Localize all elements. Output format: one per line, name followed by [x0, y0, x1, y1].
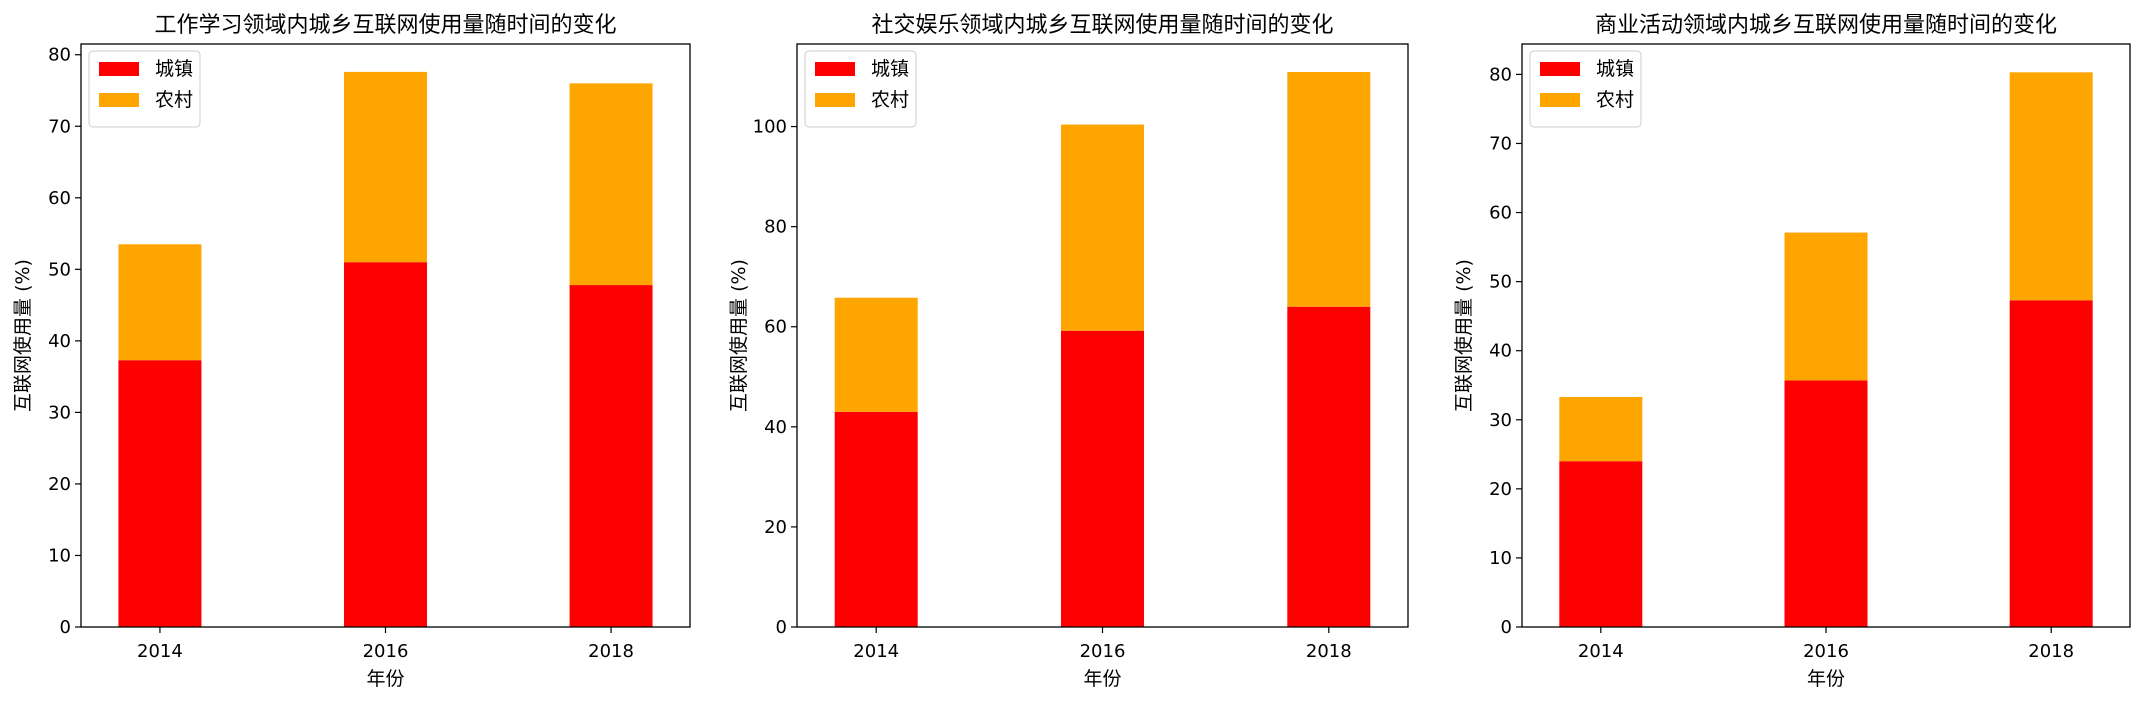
x-tick-label: 2014 [1578, 641, 1624, 662]
y-tick-label: 60 [1489, 203, 1512, 224]
chart-title: 工作学习领域内城乡互联网使用量随时间的变化 [154, 13, 616, 38]
x-axis-label: 年份 [1807, 668, 1845, 690]
y-tick-label: 10 [1489, 548, 1512, 569]
legend-label: 城镇 [155, 58, 193, 80]
y-tick-label: 80 [764, 217, 787, 238]
bar-农村-2018 [1287, 72, 1371, 307]
x-tick-label: 2014 [853, 641, 899, 662]
legend-label: 城镇 [871, 58, 909, 80]
legend-swatch-城镇 [815, 62, 855, 76]
legend-label: 农村 [871, 89, 909, 111]
bar-农村-2014 [834, 297, 918, 412]
y-tick-label: 0 [60, 617, 71, 638]
y-axis-label: 互联网使用量 (%) [1453, 259, 1475, 412]
y-tick-label: 50 [48, 259, 71, 280]
y-tick-label: 70 [1489, 133, 1512, 154]
bar-城镇-2014 [1559, 461, 1643, 627]
x-tick-label: 2018 [588, 641, 634, 662]
y-tick-label: 80 [48, 45, 71, 66]
y-tick-label: 60 [764, 317, 787, 338]
x-tick-label: 2016 [1803, 641, 1849, 662]
bar-城镇-2018 [569, 285, 653, 627]
legend-swatch-农村 [1540, 93, 1580, 107]
bar-城镇-2018 [2009, 300, 2093, 627]
legend-label: 农村 [155, 89, 193, 111]
bar-城镇-2014 [834, 411, 918, 627]
bar-城镇-2016 [344, 262, 427, 627]
bar-农村-2018 [2009, 72, 2093, 301]
y-axis-label: 互联网使用量 (%) [12, 259, 34, 412]
bar-农村-2016 [1061, 124, 1144, 331]
bar-城镇-2018 [1287, 306, 1371, 627]
y-tick-label: 60 [48, 188, 71, 209]
y-tick-label: 20 [1489, 479, 1512, 500]
x-tick-label: 2018 [2028, 641, 2074, 662]
y-tick-label: 30 [48, 402, 71, 423]
bar-农村-2018 [569, 83, 653, 286]
bar-农村-2014 [118, 244, 202, 361]
y-tick-label: 0 [1501, 617, 1512, 638]
x-tick-label: 2016 [1080, 641, 1126, 662]
y-tick-label: 10 [48, 545, 71, 566]
y-axis-label: 互联网使用量 (%) [728, 259, 750, 412]
y-tick-label: 40 [48, 331, 71, 352]
y-tick-label: 80 [1489, 64, 1512, 85]
legend-swatch-城镇 [99, 62, 139, 76]
bar-农村-2016 [1784, 232, 1868, 381]
legend-swatch-城镇 [1540, 62, 1580, 76]
legend-label: 农村 [1596, 89, 1634, 111]
bar-城镇-2014 [118, 360, 202, 627]
y-tick-label: 100 [753, 117, 787, 138]
chart-title: 商业活动领域内城乡互联网使用量随时间的变化 [1595, 13, 2057, 38]
x-tick-label: 2014 [137, 641, 183, 662]
y-tick-label: 40 [1489, 341, 1512, 362]
legend-label: 城镇 [1596, 58, 1634, 80]
y-tick-label: 70 [48, 116, 71, 137]
chart-title: 社交娱乐领域内城乡互联网使用量随时间的变化 [871, 13, 1333, 38]
x-tick-label: 2016 [363, 641, 409, 662]
y-tick-label: 50 [1489, 272, 1512, 293]
bar-城镇-2016 [1061, 330, 1144, 627]
bar-农村-2014 [1559, 396, 1643, 462]
y-tick-label: 20 [48, 474, 71, 495]
chart-panel-1: 工作学习领域内城乡互联网使用量随时间的变化 0 10 20 30 40 50 60 70 80 20… [12, 13, 691, 690]
bar-农村-2016 [344, 71, 427, 263]
legend-swatch-农村 [815, 93, 855, 107]
y-tick-label: 40 [764, 417, 787, 438]
legend-swatch-农村 [99, 93, 139, 107]
chart-panel-3: 商业活动领域内城乡互联网使用量随时间的变化 0 10 20 30 40 50 60 70 80 20… [1453, 13, 2131, 690]
y-tick-label: 20 [764, 517, 787, 538]
y-tick-label: 0 [776, 617, 787, 638]
y-tick-label: 30 [1489, 410, 1512, 431]
x-axis-label: 年份 [1083, 668, 1121, 690]
x-axis-label: 年份 [366, 668, 404, 690]
x-tick-label: 2018 [1306, 641, 1352, 662]
bar-城镇-2016 [1784, 380, 1868, 627]
chart-panel-2: 社交娱乐领域内城乡互联网使用量随时间的变化 0 20 40 60 80 100 2014 201… [728, 13, 1409, 690]
